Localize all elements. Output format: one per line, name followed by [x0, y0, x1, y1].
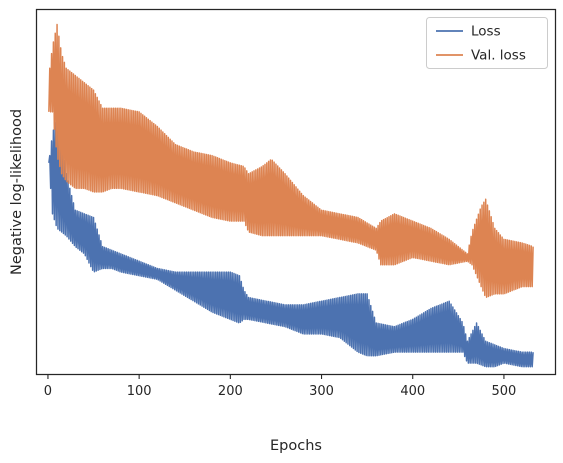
x-axis-label: Epochs [270, 438, 322, 454]
plot-frame [35, 8, 557, 376]
series-layer [48, 23, 534, 368]
x-tick-label: 0 [44, 384, 52, 399]
y-axis-label: Negative log-likelihood [9, 109, 25, 275]
x-axis-ticks: 0 100 200 300 400 500 [44, 374, 517, 399]
series-line-val-loss [48, 23, 534, 298]
x-tick-label: 100 [127, 384, 152, 399]
legend-label-loss: Loss [471, 24, 501, 40]
series-line-loss [48, 114, 534, 368]
x-tick-label: 300 [309, 384, 334, 399]
legend-label-val-loss: Val. loss [471, 48, 526, 64]
x-tick-label: 200 [218, 384, 243, 399]
x-tick-label: 500 [492, 384, 517, 399]
legend: Loss Val. loss [426, 17, 548, 69]
x-tick-label: 400 [400, 384, 425, 399]
